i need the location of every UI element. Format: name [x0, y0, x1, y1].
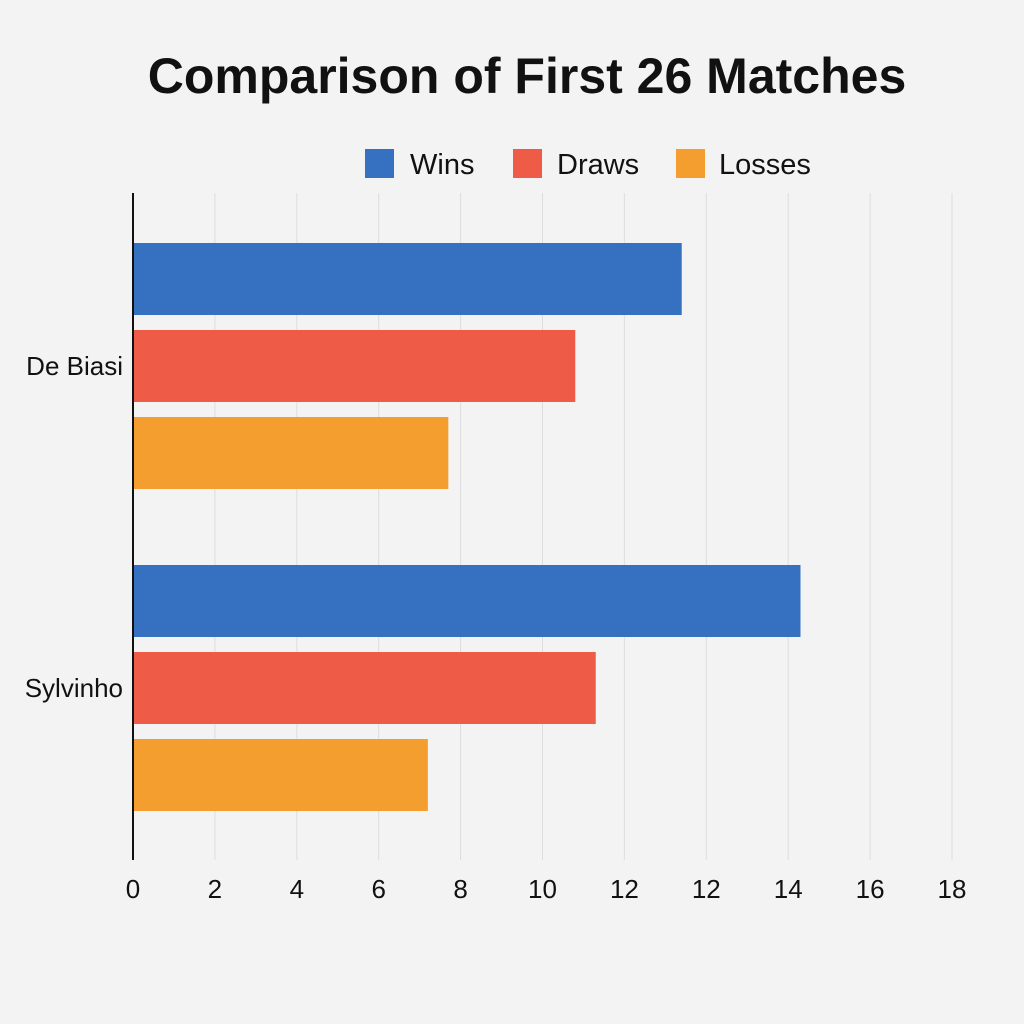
category-label: De Biasi [26, 351, 123, 381]
legend-label-wins: Wins [410, 149, 474, 181]
x-tick-labels: 0 2 4 6 8 10 12 12 14 16 18 [126, 874, 967, 904]
legend-swatch-draws [513, 149, 542, 178]
x-tick-label: 0 [126, 874, 140, 904]
chart-title: Comparison of First 26 Matches [148, 48, 907, 104]
bar-wins-sylvinho [134, 565, 801, 637]
x-tick-label: 8 [453, 874, 467, 904]
legend: Wins Draws Losses [365, 149, 811, 181]
x-tick-label: 16 [856, 874, 885, 904]
bars [134, 243, 801, 811]
x-tick-label: 12 [610, 874, 639, 904]
bar-draws-de-biasi [134, 330, 576, 402]
category-labels: De Biasi Sylvinho [25, 351, 123, 703]
bar-wins-de-biasi [134, 243, 682, 315]
x-tick-label: 4 [290, 874, 304, 904]
bar-losses-sylvinho [134, 739, 428, 811]
legend-swatch-losses [676, 149, 705, 178]
legend-label-draws: Draws [557, 149, 639, 181]
x-tick-label: 6 [371, 874, 385, 904]
bar-draws-sylvinho [134, 652, 596, 724]
x-tick-label: 14 [774, 874, 803, 904]
x-tick-label: 10 [528, 874, 557, 904]
x-tick-label: 18 [938, 874, 967, 904]
legend-label-losses: Losses [719, 149, 811, 181]
x-tick-label: 2 [208, 874, 222, 904]
x-tick-label: 12 [692, 874, 721, 904]
bar-losses-de-biasi [134, 417, 449, 489]
category-label: Sylvinho [25, 673, 123, 703]
legend-swatch-wins [365, 149, 394, 178]
